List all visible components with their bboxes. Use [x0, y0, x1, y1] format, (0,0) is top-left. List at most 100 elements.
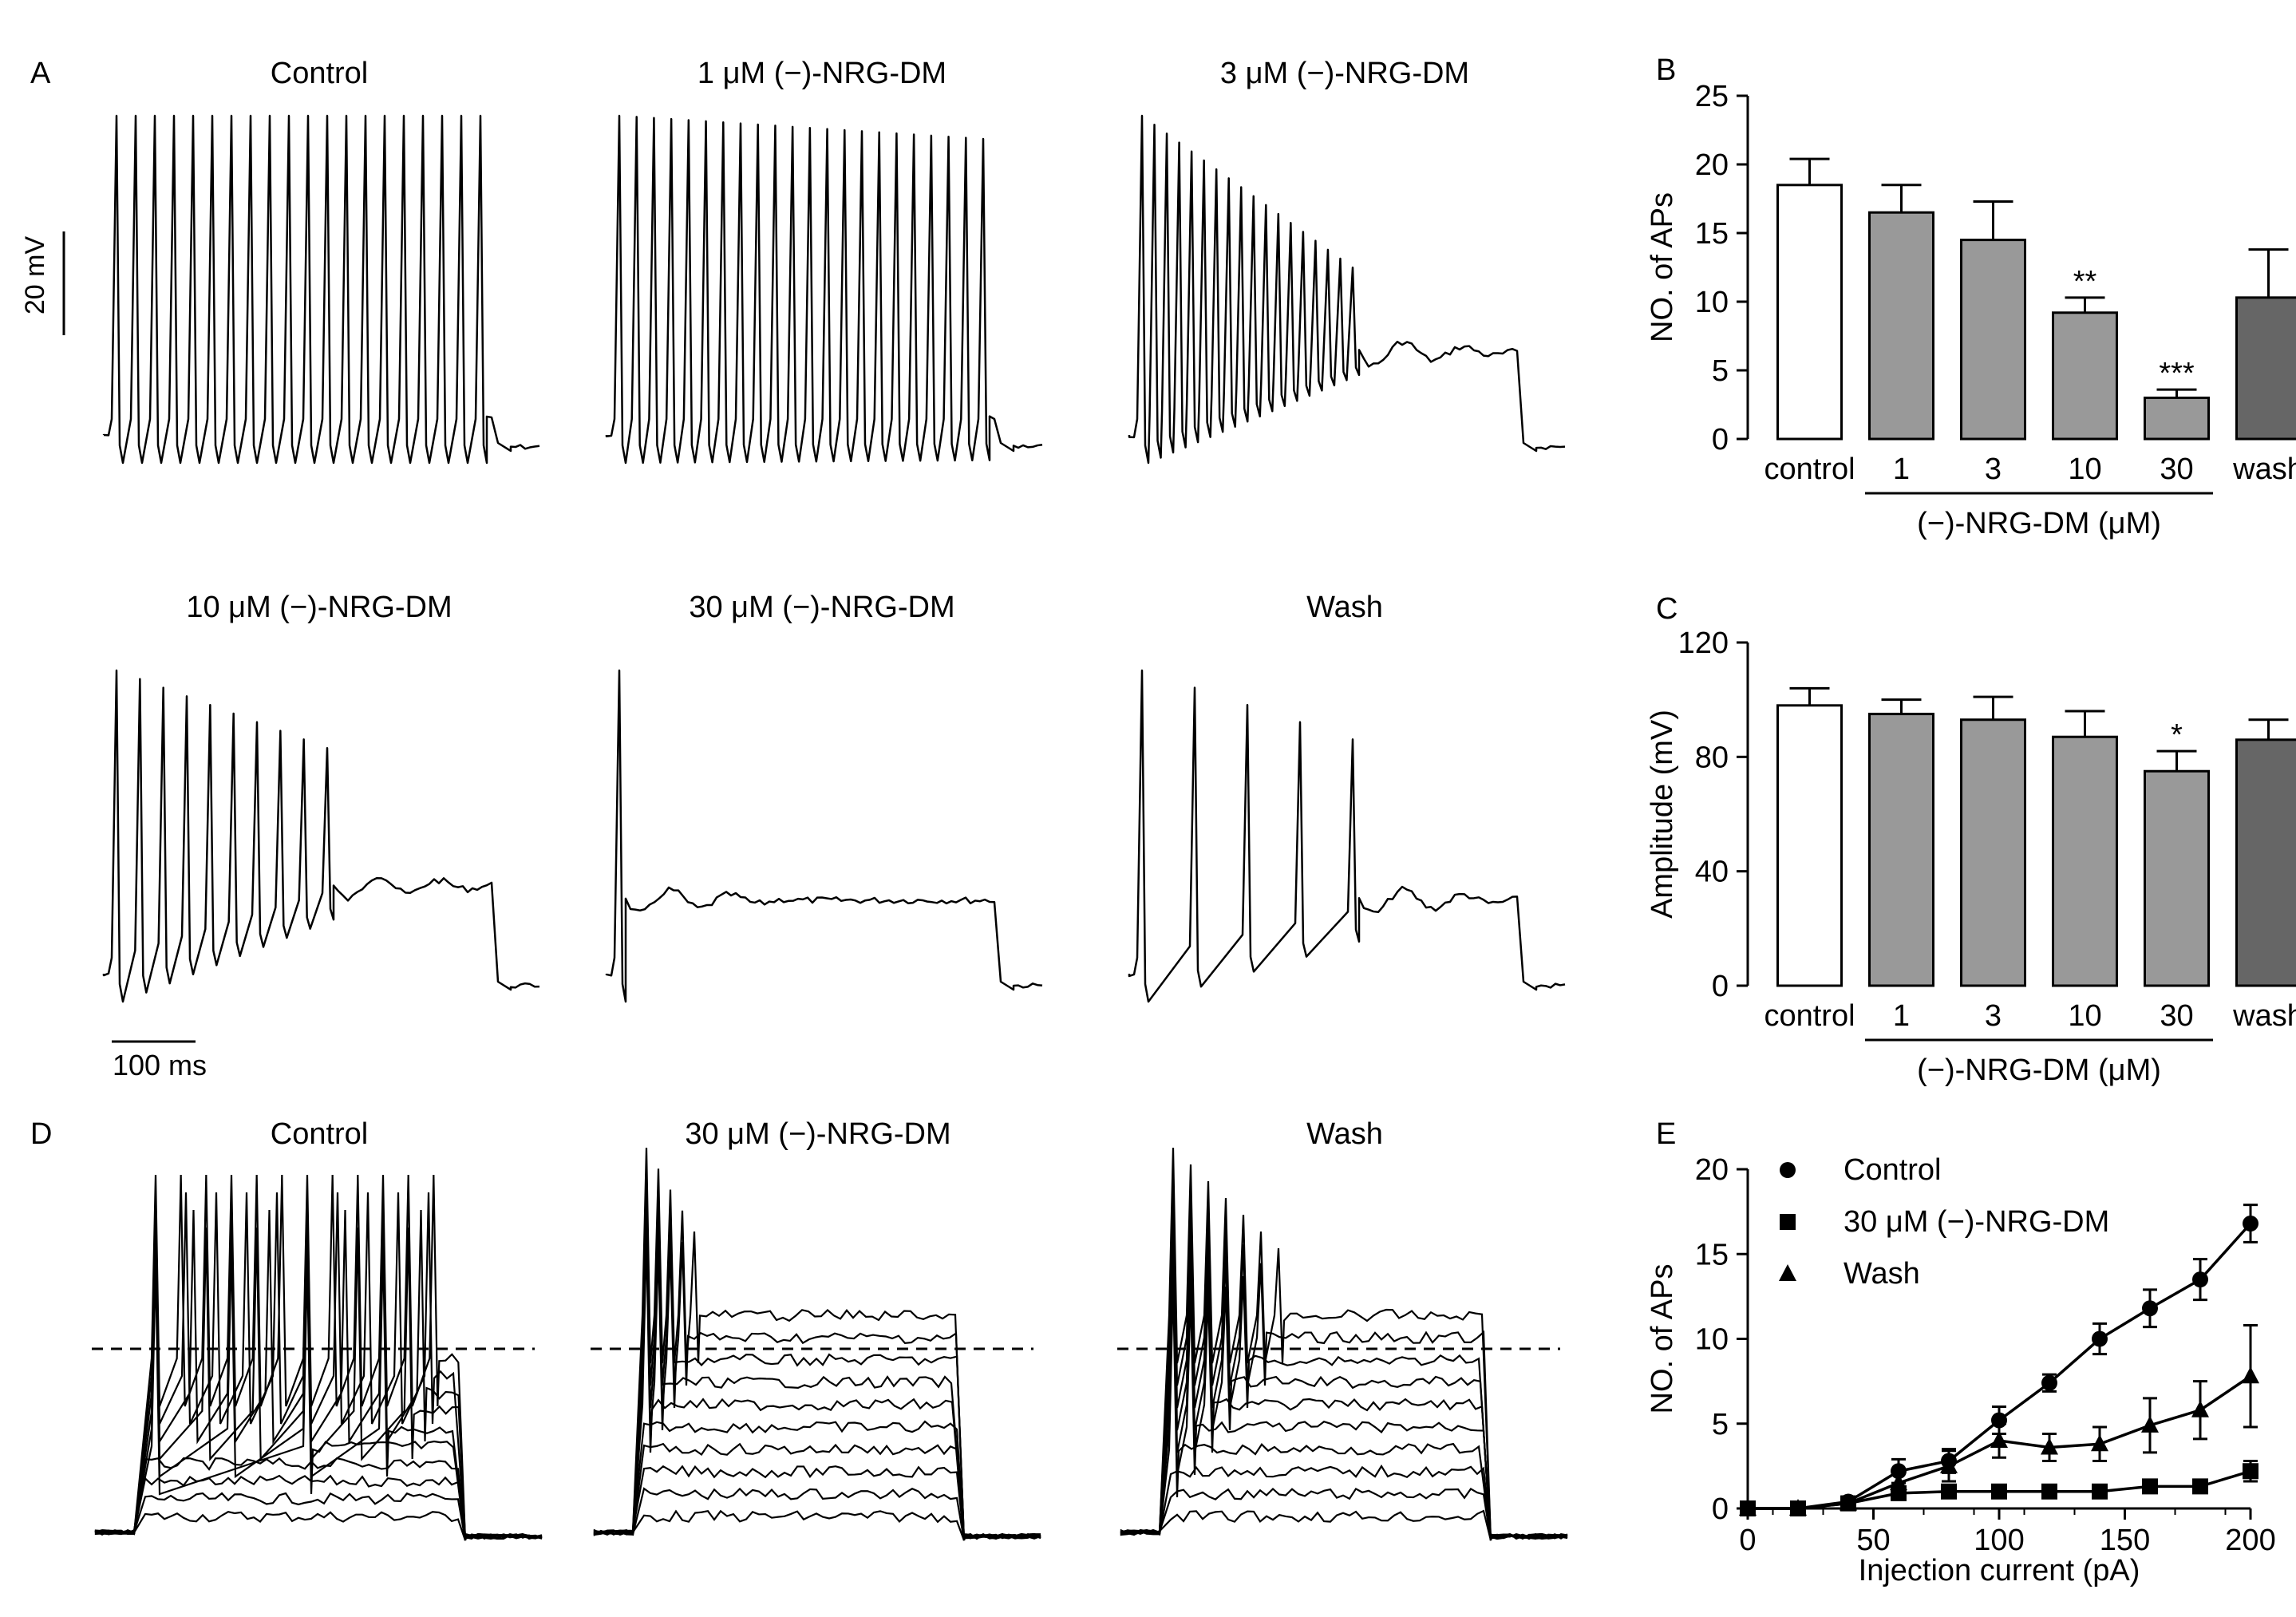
data-point — [2092, 1483, 2108, 1500]
data-point — [2092, 1330, 2108, 1347]
data-point — [2192, 1478, 2208, 1495]
data-point — [1779, 1264, 1796, 1281]
y-tick-label: 10 — [1695, 286, 1729, 319]
y-tick-label: 0 — [1712, 1492, 1729, 1526]
y-tick-label: 15 — [1695, 217, 1729, 251]
x-tick-label: control — [1764, 999, 1855, 1033]
bar — [1776, 184, 1843, 441]
series-line — [1748, 1222, 2252, 1510]
legend-entry: 30 μM (−)-NRG-DM — [1844, 1205, 2109, 1239]
y-tick-label: 20 — [1695, 148, 1729, 182]
legend-entry: Wash — [1844, 1257, 1920, 1291]
data-point — [1739, 1499, 1757, 1516]
trace-title: Wash — [1306, 591, 1383, 624]
membrane-potential-trace — [1128, 669, 1566, 1003]
membrane-potential-trace — [605, 669, 1043, 1003]
data-point — [2141, 1415, 2159, 1433]
group-label: (−)-NRG-DM (μM) — [1917, 1054, 2161, 1087]
x-tick-label: 100 — [1974, 1524, 2024, 1557]
trace-panel-a-1: Control — [102, 57, 540, 465]
y-tick-label: 40 — [1695, 856, 1729, 889]
data-point — [1789, 1499, 1807, 1516]
y-tick-label: 80 — [1695, 741, 1729, 774]
x-tick-label: 150 — [2100, 1524, 2150, 1557]
x-tick-label: control — [1764, 453, 1855, 486]
family-title: 30 μM (−)-NRG-DM — [685, 1117, 950, 1151]
panel-letter-a: A — [30, 57, 51, 90]
membrane-potential-trace — [102, 669, 540, 1003]
membrane-potential-trace — [593, 1147, 1041, 1541]
trace-panel-a-4: 10 μM (−)-NRG-DM — [102, 591, 540, 1003]
x-tick-label: 10 — [2068, 999, 2101, 1033]
data-point — [2142, 1478, 2158, 1495]
legend-entry: Control — [1844, 1153, 1942, 1187]
family-panel-d-2: 30 μM (−)-NRG-DM — [591, 1117, 1041, 1541]
data-point — [2191, 1400, 2209, 1417]
trace-panel-a-6: Wash — [1128, 591, 1566, 1003]
x-axis-label: Injection current (pA) — [1859, 1554, 2140, 1587]
data-point — [1941, 1483, 1957, 1500]
y-tick-label: 5 — [1712, 354, 1729, 388]
x-tick-label: wash — [2232, 453, 2296, 486]
panel-letter: C — [1656, 592, 1678, 626]
panel-letter: B — [1656, 53, 1676, 87]
panel-letter: E — [1656, 1117, 1676, 1151]
data-point — [2091, 1434, 2108, 1452]
data-point — [1940, 1456, 1958, 1473]
family-title: Control — [271, 1117, 369, 1151]
membrane-potential-trace — [593, 1465, 1041, 1541]
family-title: Wash — [1306, 1117, 1383, 1151]
series-triangle — [1739, 1324, 2259, 1516]
data-point — [1780, 1214, 1796, 1230]
data-point — [1991, 1483, 2007, 1500]
x-tick-label: 30 — [2160, 999, 2193, 1033]
y-tick-label: 0 — [1712, 423, 1729, 457]
data-point — [2142, 1300, 2158, 1317]
membrane-potential-trace — [94, 1192, 543, 1541]
membrane-potential-trace — [1120, 1464, 1568, 1541]
bar — [2052, 735, 2118, 987]
membrane-potential-trace — [94, 1244, 543, 1541]
data-point — [2242, 1366, 2259, 1384]
y-axis-label: Amplitude (mV) — [1646, 710, 1679, 919]
membrane-potential-trace — [1120, 1147, 1568, 1541]
data-point — [2192, 1271, 2208, 1288]
trace-panel-a-2: 1 μM (−)-NRG-DM — [605, 57, 1043, 465]
y-tick-label: 120 — [1678, 627, 1729, 660]
trace-panel-a-5: 30 μM (−)-NRG-DM — [605, 591, 1043, 1003]
bar — [2052, 311, 2118, 441]
scale-bar-time-label: 100 ms — [113, 1049, 207, 1081]
y-tick-label: 25 — [1695, 80, 1729, 113]
bar — [2144, 396, 2210, 441]
bar — [1776, 704, 1843, 987]
membrane-potential-trace — [94, 1457, 543, 1541]
membrane-potential-trace — [94, 1227, 543, 1541]
family-panel-d-3: Wash — [1117, 1117, 1568, 1541]
bar-chart-C: C 0 40 80 120 Amplitude (mV) control 1 3 10 * 30 was… — [1646, 592, 2296, 1087]
trace-title: 3 μM (−)-NRG-DM — [1220, 57, 1469, 90]
data-point — [1990, 1431, 2008, 1448]
data-point — [2243, 1216, 2258, 1232]
membrane-potential-trace — [94, 1209, 543, 1541]
significance-marker: *** — [2159, 357, 2195, 390]
x-tick-label: 3 — [1985, 453, 2002, 486]
trace-title: 30 μM (−)-NRG-DM — [689, 591, 954, 624]
panel-letter-d: D — [30, 1117, 52, 1151]
membrane-potential-trace — [94, 1174, 543, 1541]
bar — [1960, 718, 2026, 987]
x-tick-label: 30 — [2160, 453, 2193, 486]
significance-marker: ** — [2073, 265, 2097, 298]
data-point — [1890, 1473, 1907, 1491]
data-point — [2041, 1437, 2058, 1455]
bar — [1960, 239, 2026, 441]
y-tick-label: 20 — [1695, 1153, 1729, 1187]
y-tick-label: 10 — [1695, 1323, 1729, 1357]
trace-panel-a-3: 3 μM (−)-NRG-DM — [1128, 57, 1566, 465]
membrane-potential-trace — [605, 114, 1043, 465]
data-point — [2041, 1483, 2057, 1500]
x-tick-label: 200 — [2225, 1524, 2275, 1557]
y-axis-label: NO. of APs — [1646, 192, 1679, 342]
trace-title: Control — [271, 57, 369, 90]
